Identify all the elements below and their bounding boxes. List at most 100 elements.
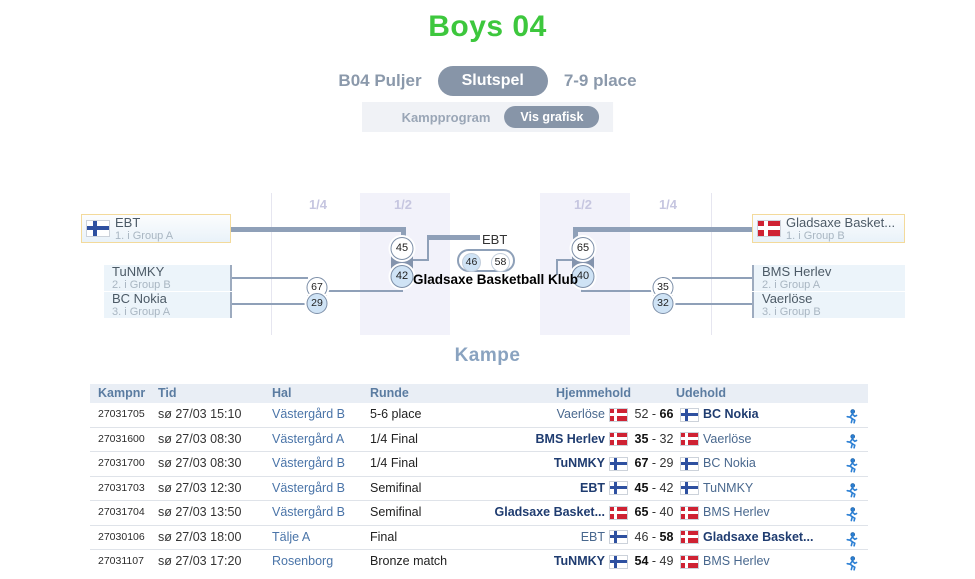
- away-team[interactable]: Vaerlöse: [703, 431, 752, 446]
- header-hjemmehold: Hjemmehold: [556, 386, 632, 400]
- match-time: sø 27/03 12:30: [158, 480, 242, 495]
- round-name: Semifinal: [370, 480, 422, 495]
- round-name: 1/4 Final: [370, 431, 418, 446]
- venue-link[interactable]: Västergård B: [272, 407, 345, 421]
- score-semifinal-left: 45 42: [390, 236, 414, 289]
- bracket-team-bms-herlev[interactable]: BMS Herlev 2. i Group A: [752, 265, 905, 291]
- bracket-connector-line: [427, 235, 480, 240]
- table-row: 27031703 sø 27/03 12:30 Västergård B Sem…: [90, 477, 868, 501]
- round-label-quarter-left: 1/4: [308, 197, 328, 212]
- match-result: Vaerlöse 52 - 66 BC Nokia: [420, 403, 820, 427]
- away-team[interactable]: BMS Herlev: [703, 505, 770, 519]
- match-detail-runner-icon[interactable]: [842, 501, 860, 525]
- match-result: EBT 46 - 58 Gladsaxe Basket...: [420, 526, 820, 550]
- match-number: 27031703: [98, 481, 145, 494]
- team-seed: 2. i Group A: [762, 279, 821, 291]
- tab-bar: B04 Puljer Slutspel 7-9 place: [0, 66, 975, 96]
- final-score-home: 46: [462, 253, 481, 272]
- match-detail-runner-icon[interactable]: [842, 477, 860, 501]
- home-team[interactable]: EBT: [580, 529, 605, 544]
- final-score-away: 58: [491, 253, 510, 272]
- venue-link[interactable]: Västergård B: [272, 505, 345, 519]
- subnav-kampprogram[interactable]: Kampprogram: [401, 109, 491, 125]
- match-detail-runner-icon[interactable]: [842, 526, 860, 550]
- away-team[interactable]: BMS Herlev: [703, 554, 770, 568]
- away-team[interactable]: Gladsaxe Basket...: [703, 529, 814, 544]
- tab-7-9-place[interactable]: 7-9 place: [563, 71, 637, 90]
- matches-section-title: Kampe: [454, 345, 521, 366]
- bracket-connector-line: [401, 286, 403, 292]
- round-label-quarter-right: 1/4: [658, 197, 678, 212]
- header-runde: Runde: [370, 386, 409, 400]
- bracket-connector-line: [573, 227, 578, 239]
- table-row: 27031107 sø 27/03 17:20 Rosenborg Bronze…: [90, 550, 868, 574]
- match-detail-runner-icon[interactable]: [842, 452, 860, 476]
- away-team[interactable]: BC Nokia: [703, 407, 759, 421]
- bracket-connector-line: [231, 227, 406, 232]
- venue-link[interactable]: Västergård A: [272, 431, 345, 446]
- match-number: 27031107: [98, 555, 144, 567]
- away-team[interactable]: BC Nokia: [703, 456, 756, 470]
- home-team[interactable]: TuNMKY: [553, 456, 605, 470]
- bracket-team-gladsaxe[interactable]: Gladsaxe Basket... 1. i Group B: [752, 214, 905, 243]
- subnav-vis-grafisk-active[interactable]: Vis grafisk: [504, 106, 600, 128]
- table-row: 27031705 sø 27/03 15:10 Västergård B 5-6…: [90, 403, 868, 428]
- header-kampnr: Kampnr: [98, 386, 146, 400]
- bracket-team-ebt[interactable]: EBT 1. i Group A: [81, 214, 231, 243]
- bracket-connector-line: [672, 303, 752, 305]
- match-score: 46 - 58: [634, 529, 674, 544]
- match-detail-runner-icon[interactable]: [842, 550, 860, 574]
- away-flag-icon: [680, 407, 699, 422]
- venue-link[interactable]: Tälje A: [272, 529, 311, 544]
- bracket-team-vaerlose[interactable]: Vaerlöse 3. i Group B: [752, 292, 905, 318]
- bracket-connector-line: [327, 290, 402, 292]
- venue-link[interactable]: Rosenborg: [272, 554, 334, 568]
- home-team[interactable]: Vaerlöse: [556, 407, 605, 421]
- team-seed: 3. i Group B: [762, 306, 821, 318]
- tab-slutspel-active[interactable]: Slutspel: [437, 66, 548, 96]
- away-team[interactable]: TuNMKY: [703, 480, 754, 495]
- team-name: Gladsaxe Basket...: [786, 214, 896, 230]
- home-team[interactable]: BMS Herlev: [535, 431, 605, 446]
- match-number: 27031600: [98, 432, 145, 445]
- bracket-connector-line: [232, 303, 308, 305]
- match-result: TuNMKY 67 - 29 BC Nokia: [420, 452, 820, 476]
- match-score: 35 - 32: [634, 431, 674, 446]
- finland-flag-icon: [86, 220, 110, 237]
- team-seed: 1. i Group A: [115, 229, 174, 242]
- home-team[interactable]: TuNMKY: [553, 554, 605, 568]
- team-name: EBT: [115, 214, 141, 230]
- table-row: 27030106 sø 27/03 18:00 Tälje A Final EB…: [90, 526, 868, 550]
- match-result: Gladsaxe Basket... 65 - 40 BMS Herlev: [420, 501, 820, 525]
- match-score: 52 - 66: [634, 407, 674, 421]
- bracket-connector-line: [556, 259, 558, 275]
- bracket-team-tunmky[interactable]: TuNMKY 2. i Group B: [104, 265, 232, 291]
- tab-b04-puljer[interactable]: B04 Puljer: [338, 71, 422, 90]
- home-flag-icon: [609, 456, 628, 471]
- home-flag-icon: [609, 481, 628, 496]
- away-flag-icon: [680, 456, 699, 471]
- match-score: 45 - 42: [634, 480, 674, 495]
- match-detail-runner-icon[interactable]: [842, 403, 860, 427]
- score-winner: 45: [390, 237, 414, 260]
- round-separator: [711, 193, 712, 335]
- venue-link[interactable]: Västergård B: [272, 480, 345, 495]
- team-name: TuNMKY: [112, 264, 165, 279]
- match-detail-runner-icon[interactable]: [842, 428, 860, 452]
- away-flag-icon: [680, 530, 699, 545]
- sub-nav: Kampprogram Vis grafisk: [361, 102, 614, 132]
- match-time: sø 27/03 18:00: [158, 529, 242, 544]
- bracket-team-bc-nokia[interactable]: BC Nokia 3. i Group A: [104, 292, 232, 318]
- final-score: 46 58: [457, 249, 515, 272]
- final-team-top[interactable]: EBT: [482, 232, 508, 247]
- round-name: 1/4 Final: [370, 456, 418, 470]
- score-loser: 29: [306, 293, 328, 314]
- venue-link[interactable]: Västergård B: [272, 456, 345, 470]
- final-team-bottom-winner[interactable]: Gladsaxe Basketball Klub: [412, 272, 579, 287]
- home-team[interactable]: Gladsaxe Basket...: [494, 505, 605, 519]
- table-row: 27031600 sø 27/03 08:30 Västergård A 1/4…: [90, 428, 868, 452]
- home-team[interactable]: EBT: [580, 480, 605, 495]
- match-number: 27030106: [98, 530, 145, 543]
- round-name: Bronze match: [370, 554, 448, 568]
- match-score: 67 - 29: [634, 456, 674, 470]
